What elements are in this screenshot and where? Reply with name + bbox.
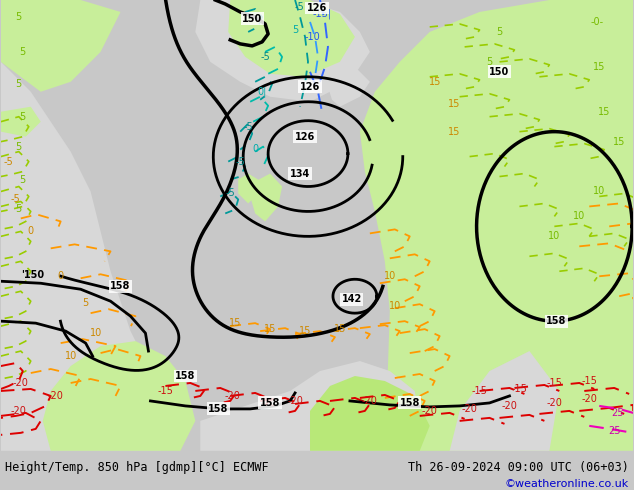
Text: -5: -5: [243, 122, 253, 132]
Text: 10: 10: [65, 351, 77, 361]
Text: Height/Temp. 850 hPa [gdmp][°C] ECMWF: Height/Temp. 850 hPa [gdmp][°C] ECMWF: [5, 462, 269, 474]
Text: 126: 126: [300, 82, 320, 92]
Text: -5: -5: [235, 157, 245, 167]
Text: 0|: 0|: [257, 87, 267, 97]
Text: 15: 15: [448, 98, 461, 109]
Text: 142: 142: [342, 294, 362, 304]
Text: 5: 5: [16, 79, 22, 89]
Text: 15: 15: [598, 107, 611, 117]
Text: 0: 0: [58, 271, 64, 281]
Text: 10: 10: [548, 231, 560, 242]
Text: 5: 5: [16, 12, 22, 22]
Text: -5: -5: [225, 189, 235, 198]
Text: 15: 15: [229, 318, 242, 328]
Text: -20: -20: [581, 394, 597, 404]
Text: -15: -15: [581, 376, 597, 386]
Polygon shape: [450, 351, 559, 451]
Text: -20: -20: [287, 396, 303, 406]
Text: 10: 10: [384, 271, 396, 281]
Text: 158: 158: [546, 316, 567, 326]
Text: -20: -20: [48, 391, 63, 401]
Text: 25: 25: [608, 426, 621, 436]
Text: Th 26-09-2024 09:00 UTC (06+03): Th 26-09-2024 09:00 UTC (06+03): [408, 462, 629, 474]
Text: -20: -20: [224, 391, 240, 401]
Text: 5: 5: [20, 47, 26, 57]
Polygon shape: [360, 0, 633, 451]
Text: 0: 0: [252, 144, 258, 153]
Text: 5: 5: [82, 298, 89, 308]
Text: 15: 15: [264, 324, 276, 334]
Text: -5: -5: [11, 195, 21, 204]
Text: 15: 15: [333, 324, 346, 334]
Text: -5: -5: [4, 157, 14, 167]
Text: 10: 10: [593, 187, 605, 196]
Text: -5: -5: [261, 52, 270, 62]
Text: 158: 158: [399, 398, 420, 408]
Text: 15: 15: [448, 126, 461, 137]
Text: 5: 5: [292, 25, 298, 35]
Text: 5: 5: [486, 57, 493, 67]
Polygon shape: [250, 173, 282, 221]
Polygon shape: [1, 0, 120, 92]
Text: -15: -15: [157, 386, 173, 396]
Polygon shape: [228, 0, 355, 77]
Polygon shape: [328, 67, 370, 107]
Text: -20: -20: [422, 406, 437, 416]
Text: 0: 0: [28, 226, 34, 236]
Text: -15: -15: [472, 386, 488, 396]
Text: -5: -5: [294, 2, 304, 12]
Text: 158: 158: [175, 371, 195, 381]
Text: 15: 15: [299, 326, 311, 336]
Polygon shape: [1, 107, 41, 137]
Text: 15: 15: [593, 62, 605, 72]
Polygon shape: [310, 376, 430, 451]
Text: -20: -20: [13, 378, 29, 388]
Text: 10: 10: [573, 211, 585, 221]
Text: 25: 25: [611, 408, 623, 418]
Text: 10: 10: [89, 328, 101, 338]
Text: -10: -10: [304, 32, 320, 42]
Text: 150: 150: [489, 67, 510, 77]
Text: 158: 158: [208, 404, 228, 414]
Text: 126: 126: [295, 132, 315, 142]
Text: 158: 158: [110, 281, 131, 291]
Text: 5: 5: [20, 174, 26, 185]
Polygon shape: [1, 62, 171, 451]
Text: '150: '150: [21, 270, 44, 280]
Text: -15: -15: [512, 384, 527, 394]
Text: 158: 158: [260, 398, 280, 408]
Text: 10: 10: [389, 301, 401, 311]
Text: -0-: -0-: [591, 17, 604, 27]
Text: 150: 150: [242, 14, 262, 24]
Text: -20: -20: [462, 404, 477, 414]
Polygon shape: [238, 173, 258, 203]
Text: 15: 15: [613, 137, 625, 147]
Text: -20: -20: [547, 398, 562, 408]
Text: 5: 5: [16, 204, 22, 215]
Text: 15: 15: [429, 77, 441, 87]
Text: -20: -20: [260, 398, 276, 408]
Text: 5: 5: [16, 142, 22, 151]
Text: 126: 126: [307, 3, 327, 13]
Polygon shape: [42, 341, 195, 451]
Text: -20: -20: [362, 396, 378, 406]
Text: ©weatheronline.co.uk: ©weatheronline.co.uk: [505, 479, 629, 489]
Text: 5: 5: [20, 112, 26, 122]
Text: -20: -20: [501, 401, 517, 411]
Text: -15: -15: [547, 378, 562, 388]
Text: -20: -20: [11, 406, 27, 416]
Text: 5: 5: [496, 27, 503, 37]
Polygon shape: [200, 361, 420, 451]
Text: -15|: -15|: [313, 9, 332, 19]
Text: 134: 134: [290, 169, 310, 178]
Polygon shape: [195, 0, 370, 102]
